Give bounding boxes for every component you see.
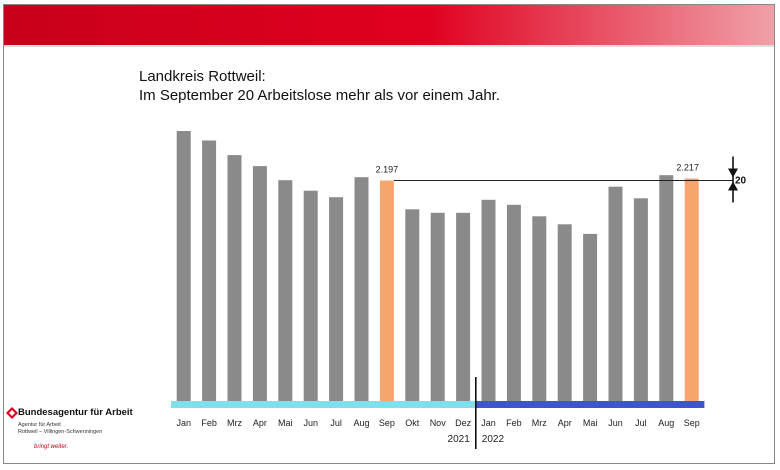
year-label-2022: 2022 (482, 434, 505, 445)
logo-subtitle-2: Rottweil – Villingen-Schwenningen (18, 429, 103, 435)
bar-2 (227, 155, 242, 401)
bar-17 (608, 186, 623, 401)
bar-15 (557, 224, 572, 401)
logo-subtitle-1: Agentur für Arbeit (18, 422, 61, 428)
x-tick-label-3: Apr (253, 418, 267, 428)
difference-arrow-up (728, 181, 738, 191)
x-tick-label-13: Feb (506, 418, 522, 428)
header-band (4, 5, 774, 47)
x-tick-label-11: Dez (455, 418, 472, 428)
x-tick-label-5: Jun (303, 418, 318, 428)
year-strip-2022 (475, 401, 705, 408)
x-tick-label-14: Mrz (532, 418, 547, 428)
x-tick-label-1: Feb (201, 418, 217, 428)
bar-6 (329, 197, 344, 401)
bar-3 (252, 166, 267, 401)
difference-label: 20 (735, 176, 747, 187)
bar-18 (633, 198, 648, 401)
bar-20 (684, 178, 699, 401)
x-tick-label-20: Sep (684, 418, 700, 428)
x-tick-label-9: Okt (405, 418, 420, 428)
bar-7 (354, 177, 369, 401)
data-label-8: 2.197 (376, 165, 399, 175)
year-strip-2021 (171, 401, 476, 408)
x-tick-label-4: Mai (278, 418, 293, 428)
bar-10 (430, 212, 445, 401)
x-tick-label-10: Nov (430, 418, 447, 428)
x-tick-label-6: Jul (330, 418, 342, 428)
title-line-2: Im September 20 Arbeitslose mehr als vor… (139, 87, 500, 104)
bar-19 (659, 175, 674, 401)
x-tick-label-17: Jun (608, 418, 623, 428)
bar-11 (456, 212, 471, 401)
ba-logo: Bundesagentur für Arbeit Agentur für Arb… (4, 401, 154, 459)
x-tick-label-2: Mrz (227, 418, 242, 428)
bar-12 (481, 199, 496, 401)
data-label-20: 2.217 (676, 163, 699, 173)
bar-14 (532, 216, 547, 401)
x-tick-label-18: Jul (635, 418, 647, 428)
year-label-2021: 2021 (448, 434, 471, 445)
bar-1 (202, 140, 217, 401)
bar-chart: Jan Feb Mrz Apr Mai Jun Jul Aug Sep Okt Nov Dez Jan F… (171, 131, 747, 449)
bar-16 (583, 233, 598, 401)
x-tick-label-0: Jan (176, 418, 191, 428)
ba-logo-icon (6, 407, 18, 419)
title-line-1: Landkreis Rottweil: (139, 68, 266, 85)
x-tick-label-16: Mai (583, 418, 598, 428)
logo-slogan: bringt weiter. (34, 444, 69, 450)
difference-arrow-down (728, 168, 738, 178)
bar-4 (278, 180, 293, 401)
x-tick-label-8: Sep (379, 418, 395, 428)
bar-5 (303, 190, 318, 401)
bar-13 (506, 204, 521, 401)
x-tick-label-12: Jan (481, 418, 496, 428)
bar-0 (176, 131, 191, 401)
chart-title: Landkreis Rottweil: Im September 20 Arbe… (139, 67, 500, 105)
x-tick-label-15: Apr (558, 418, 572, 428)
logo-title: Bundesagentur für Arbeit (18, 407, 133, 418)
x-tick-label-19: Aug (658, 418, 674, 428)
bar-8 (379, 180, 394, 401)
x-tick-label-7: Aug (353, 418, 369, 428)
bar-9 (405, 209, 420, 401)
slide: Landkreis Rottweil: Im September 20 Arbe… (3, 4, 775, 464)
